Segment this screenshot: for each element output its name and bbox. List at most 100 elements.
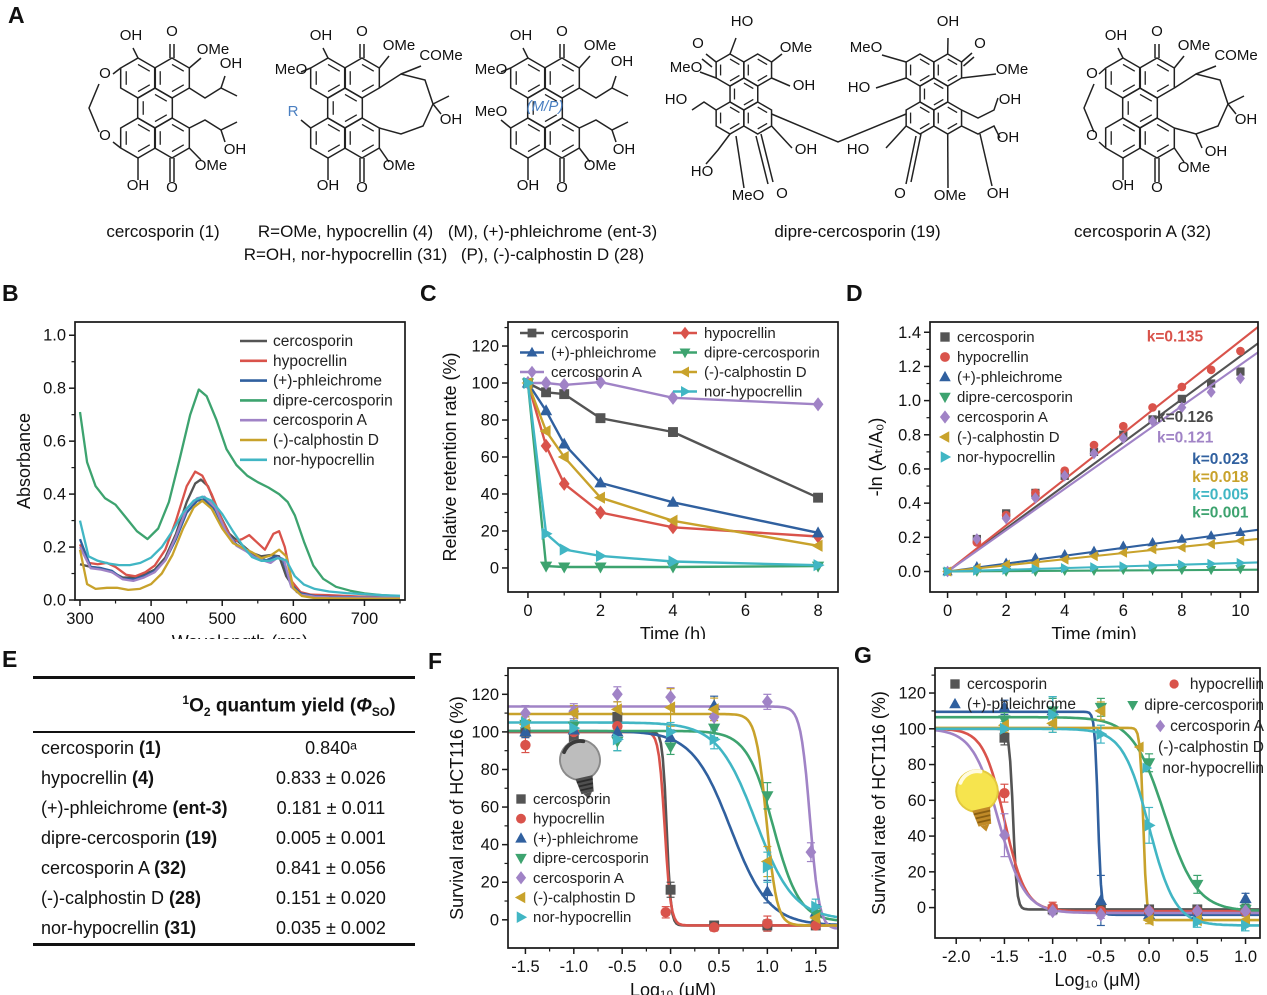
atom-label: OMe: [1178, 159, 1211, 176]
svg-text:hypocrellin: hypocrellin: [273, 353, 347, 370]
atom-label: O: [894, 185, 906, 202]
quantum-yield-table: 1O2 quantum yield (ΦSO) cercosporin (1) 0…: [33, 676, 415, 947]
table-row: (+)-phleichrome (ent-3) 0.181 ± 0.011: [41, 797, 386, 818]
svg-text:40: 40: [908, 828, 926, 846]
svg-text:0: 0: [943, 602, 952, 620]
atom-label: MeO: [732, 187, 765, 204]
plot-area: [78, 388, 401, 600]
rate-constant-annotation: k=0.018: [1192, 469, 1249, 486]
svg-text:60: 60: [481, 799, 499, 817]
svg-text:600: 600: [280, 610, 308, 628]
x-axis-label: Time (h): [640, 624, 706, 639]
structure-caption: dipre-cercosporin (19): [774, 222, 941, 241]
svg-text:(-)-calphostin D: (-)-calphostin D: [533, 890, 636, 907]
svg-text:cercosporin A: cercosporin A: [533, 870, 624, 887]
plot-area: [521, 375, 825, 574]
atom-label: MeO: [475, 61, 508, 78]
x-axis-label: Log₁₀ (μM): [1055, 970, 1141, 990]
svg-text:2: 2: [1002, 602, 1011, 620]
atom-label: OH: [224, 141, 247, 158]
structure-caption: (M), (+)-phleichrome (ent-3) (P), (-)-cal…: [447, 222, 658, 264]
atom-label: OH: [937, 13, 960, 30]
svg-text:dipre-cercosporin: dipre-cercosporin: [704, 345, 820, 362]
svg-text:10: 10: [1231, 602, 1249, 620]
atom-label: OH: [317, 177, 340, 194]
plot-area: [942, 326, 1258, 578]
panel-label-e: E: [2, 646, 18, 672]
svg-text:(-)-calphostin D: (-)-calphostin D: [273, 432, 379, 449]
svg-text:20: 20: [481, 874, 499, 892]
axes: -2.0 -1.5 -1.0 -0.5 0.0 0.5 1.0 0 20 40 60 80 100 120…: [869, 667, 1261, 990]
y-axis-label: Survival rate of HCT116 (%): [869, 691, 889, 915]
svg-text:8: 8: [1177, 602, 1186, 620]
rate-constant-annotation: k=0.135: [1147, 329, 1204, 346]
atom-label: HO: [665, 91, 688, 108]
legend: cercosporin (+)-phleichrome cercosporin A: [520, 325, 656, 381]
atom-label: O: [166, 23, 178, 40]
axes: -1.5 -1.0 -0.5 0.0 0.5 1.0 1.5 0 20 40 60 80 100 120 L…: [447, 667, 839, 995]
chart-absorbance-spectra: 300 400 500 600 700 0.0 0.2 0.4 0.6 0.8 1.0 Wavelen…: [14, 321, 406, 639]
chart-survival-hct116-light: -2.0 -1.5 -1.0 -0.5 0.0 0.5 1.0 0 20 40 60 80 100 120…: [869, 667, 1265, 990]
svg-text:120: 120: [471, 686, 499, 704]
atom-label: OH: [987, 185, 1010, 202]
atom-label: OH: [793, 77, 816, 94]
atom-label: O: [556, 23, 568, 40]
svg-text:hypocrellin: hypocrellin: [704, 325, 776, 342]
atom-label: OMe: [383, 37, 416, 54]
svg-text:0.0: 0.0: [43, 592, 66, 610]
svg-text:(+)-phleichrome: (+)-phleichrome: [273, 373, 382, 390]
atom-label: OH: [517, 177, 540, 194]
svg-text:0: 0: [917, 899, 926, 917]
svg-text:6: 6: [741, 602, 750, 620]
atom-label: OH: [997, 129, 1020, 146]
svg-text:cercosporin A: cercosporin A: [551, 364, 642, 381]
svg-text:500: 500: [208, 610, 236, 628]
atom-label: OMe: [780, 39, 813, 56]
atom-label: O: [99, 127, 111, 144]
svg-text:1.2: 1.2: [898, 358, 921, 376]
legend: hypocrellin dipre-cercosporin cercosporin …: [1127, 676, 1265, 777]
atom-label: OH: [611, 53, 634, 70]
rate-constant-annotation: k=0.005: [1192, 487, 1249, 504]
svg-text:hypocrellin: hypocrellin: [533, 811, 605, 828]
svg-text:(-)-calphostin D: (-)-calphostin D: [957, 429, 1060, 446]
legend: cercosporin hypocrellin (+)-phleichrome dip…: [938, 329, 1073, 466]
svg-text:cercosporin: cercosporin: [967, 676, 1047, 693]
atom-label: O: [99, 65, 111, 82]
svg-text:0.0: 0.0: [898, 563, 921, 581]
rate-constant-annotation: k=0.126: [1157, 409, 1214, 426]
panel-label-d: D: [846, 280, 863, 306]
svg-text:0.4: 0.4: [43, 486, 66, 504]
table-row: cercosporin A (32) 0.841 ± 0.056: [41, 857, 386, 878]
atom-label: MeO: [850, 39, 883, 56]
svg-text:cercosporin A: cercosporin A: [273, 412, 368, 429]
legend: cercosporin hypocrellin (+)-phleichrome dip…: [240, 333, 393, 469]
structure-caption: R=OMe, hypocrellin (4) R=OH, nor-hypocrel…: [243, 222, 448, 264]
atom-label: HO: [731, 13, 754, 30]
y-axis-label: -ln (Aₜ/A₀): [866, 418, 886, 497]
atom-label: OMe: [584, 37, 617, 54]
svg-text:1.5: 1.5: [804, 958, 827, 976]
axes: 300 400 500 600 700 0.0 0.2 0.4 0.6 0.8 1.0 Wavelen…: [14, 321, 406, 639]
atom-label: R: [288, 103, 299, 120]
legend: hypocrellin dipre-cercosporin (-)-calphost…: [673, 325, 820, 401]
panel-label-f: F: [428, 648, 443, 674]
phi-symbol: Φ: [356, 695, 372, 717]
svg-text:80: 80: [908, 756, 926, 774]
svg-text:(+)-phleichrome: (+)-phleichrome: [967, 696, 1076, 713]
legend: cercosporin hypocrellin (+)-phleichrome dip…: [514, 791, 649, 926]
svg-text:2: 2: [596, 602, 605, 620]
svg-text:-1.5: -1.5: [990, 948, 1018, 966]
legend: cercosporin (+)-phleichrome: [949, 676, 1076, 713]
svg-text:nor-hypocrellin: nor-hypocrellin: [1162, 760, 1264, 777]
svg-text:1.0: 1.0: [898, 392, 921, 410]
atom-label: O: [1151, 179, 1163, 196]
x-axis-label: Wavelength (nm): [172, 632, 308, 639]
atom-label: OMe: [934, 187, 967, 204]
rate-constant-annotation: k=0.023: [1192, 451, 1249, 468]
svg-text:100: 100: [898, 720, 926, 738]
atom-label: (M/P): [527, 98, 564, 115]
